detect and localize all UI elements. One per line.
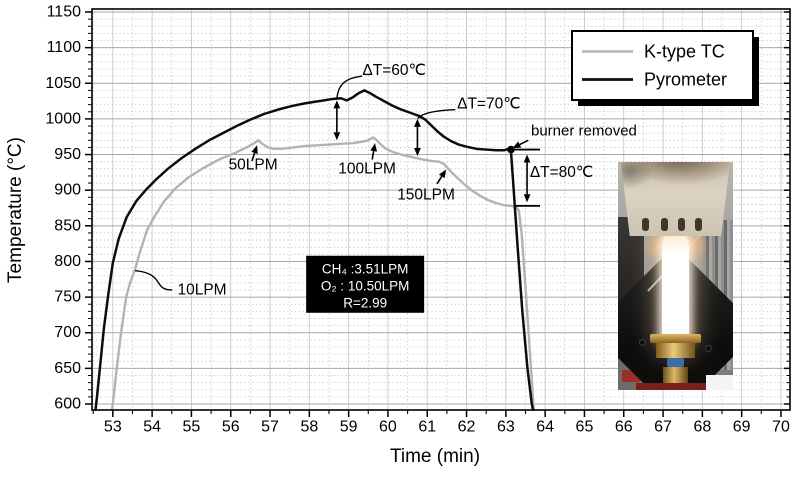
y-tick-label: 1150: [47, 3, 82, 20]
x-tick-label: 60: [379, 418, 397, 435]
x-tick-label: 61: [418, 418, 436, 435]
x-tick-label: 66: [615, 418, 633, 435]
annotations: ΔT=60℃ ΔT=70℃ 100LPM 50LPM 150LPM 10LPM burner…: [134, 62, 637, 298]
photo-white-tag: [706, 375, 733, 390]
series-pyrometer: [94, 89, 535, 411]
arrowhead: [523, 154, 531, 163]
arrow-shaft: [519, 139, 529, 146]
arrowhead: [333, 100, 341, 109]
info-box-line: R=2.99: [343, 295, 387, 310]
arrow-shaft: [371, 150, 375, 160]
info-box-bg: [306, 255, 425, 313]
x-tick-label: 65: [576, 418, 594, 435]
annotation-lpm50: 50LPM: [229, 157, 278, 174]
y-tick-label: 700: [54, 324, 81, 341]
info-box: CH₄ :3.51LPM O₂ : 10.50LPM R=2.99: [306, 255, 425, 313]
bolt-icon: [640, 340, 645, 345]
info-box-line: CH₄ :3.51LPM: [322, 261, 409, 276]
arrowhead: [370, 143, 377, 152]
tick-labels: 53 54 55 56 57 58 59 60 61 62 63 64 65 66 67 68 69 70 600 6…: [45, 3, 790, 435]
x-tick-label: 58: [300, 418, 318, 435]
x-tick-label: 64: [536, 418, 554, 435]
y-tick-label: 800: [54, 253, 81, 270]
burner-flame-photo: [618, 162, 733, 390]
x-tick-label: 62: [458, 418, 476, 435]
arrowhead: [438, 169, 447, 179]
arrowhead: [251, 145, 258, 154]
x-axis-label: Time (min): [390, 446, 480, 467]
bolt-icon: [706, 346, 711, 351]
y-tick-label: 900: [54, 182, 81, 199]
legend-label: K-type TC: [644, 42, 725, 62]
legend-box: [571, 30, 754, 101]
y-tick-label: 1050: [45, 75, 81, 92]
leader-line: [417, 108, 456, 119]
arrowhead: [333, 132, 341, 141]
x-tick-label: 55: [183, 418, 201, 435]
burner-base: [636, 383, 716, 390]
ceramic-slot: [642, 218, 649, 231]
ceramic-slot: [661, 218, 668, 231]
arrowhead: [512, 141, 522, 149]
annotation-dt70: ΔT=70℃: [457, 95, 521, 112]
annotation-dt60: ΔT=60℃: [362, 62, 426, 79]
burner-stem: [663, 367, 688, 384]
burner-blue-ring: [667, 358, 684, 367]
y-tick-label: 950: [54, 146, 81, 163]
legend: K-type TC Pyrometer: [571, 30, 759, 106]
y-axis-label: Temperature (°C): [5, 137, 26, 283]
leader-line: [336, 75, 363, 99]
x-tick-label: 57: [261, 418, 279, 435]
burner-removed-dot: [507, 145, 515, 154]
annotation-lpm10: 10LPM: [177, 281, 226, 298]
legend-label: Pyrometer: [644, 70, 727, 90]
annotation-dt80: ΔT=80℃: [530, 164, 594, 181]
plot-frame: [91, 8, 791, 411]
y-tick-label: 850: [54, 217, 81, 234]
ceramic-block: [621, 162, 730, 236]
x-tick-label: 56: [222, 418, 240, 435]
series-k-type-tc: [110, 136, 536, 411]
arrowhead: [414, 147, 421, 156]
annotation-burner: burner removed: [531, 123, 637, 140]
x-tick-label: 67: [654, 418, 672, 435]
x-tick-label: 63: [497, 418, 515, 435]
x-tick-label: 70: [772, 418, 790, 435]
x-tick-label: 68: [693, 418, 711, 435]
x-tick-label: 53: [104, 418, 122, 435]
axis-ticks: [85, 11, 790, 417]
y-tick-label: 600: [54, 396, 81, 413]
y-tick-label: 750: [54, 289, 81, 306]
burner-flange: [650, 334, 701, 343]
y-tick-label: 1100: [47, 39, 82, 56]
ceramic-slot: [678, 218, 685, 231]
y-tick-label: 650: [54, 360, 81, 377]
y-tick-label: 1000: [45, 110, 81, 127]
x-tick-label: 54: [143, 418, 161, 435]
annotation-lpm150: 150LPM: [397, 187, 455, 204]
flame-column: [662, 232, 689, 348]
arrow-shaft: [436, 175, 443, 185]
info-box-line: O₂ : 10.50LPM: [321, 278, 410, 293]
arrowhead: [523, 194, 531, 203]
grid-major: [92, 9, 790, 410]
annotation-lpm100: 100LPM: [338, 160, 396, 177]
ceramic-slot: [695, 218, 702, 231]
leader-line: [134, 270, 173, 291]
arrowhead: [414, 118, 421, 127]
burner-body: [656, 343, 695, 358]
arrow-shaft: [251, 152, 256, 162]
x-tick-label: 59: [340, 418, 358, 435]
series-lines: [94, 89, 536, 411]
x-tick-label: 69: [733, 418, 751, 435]
